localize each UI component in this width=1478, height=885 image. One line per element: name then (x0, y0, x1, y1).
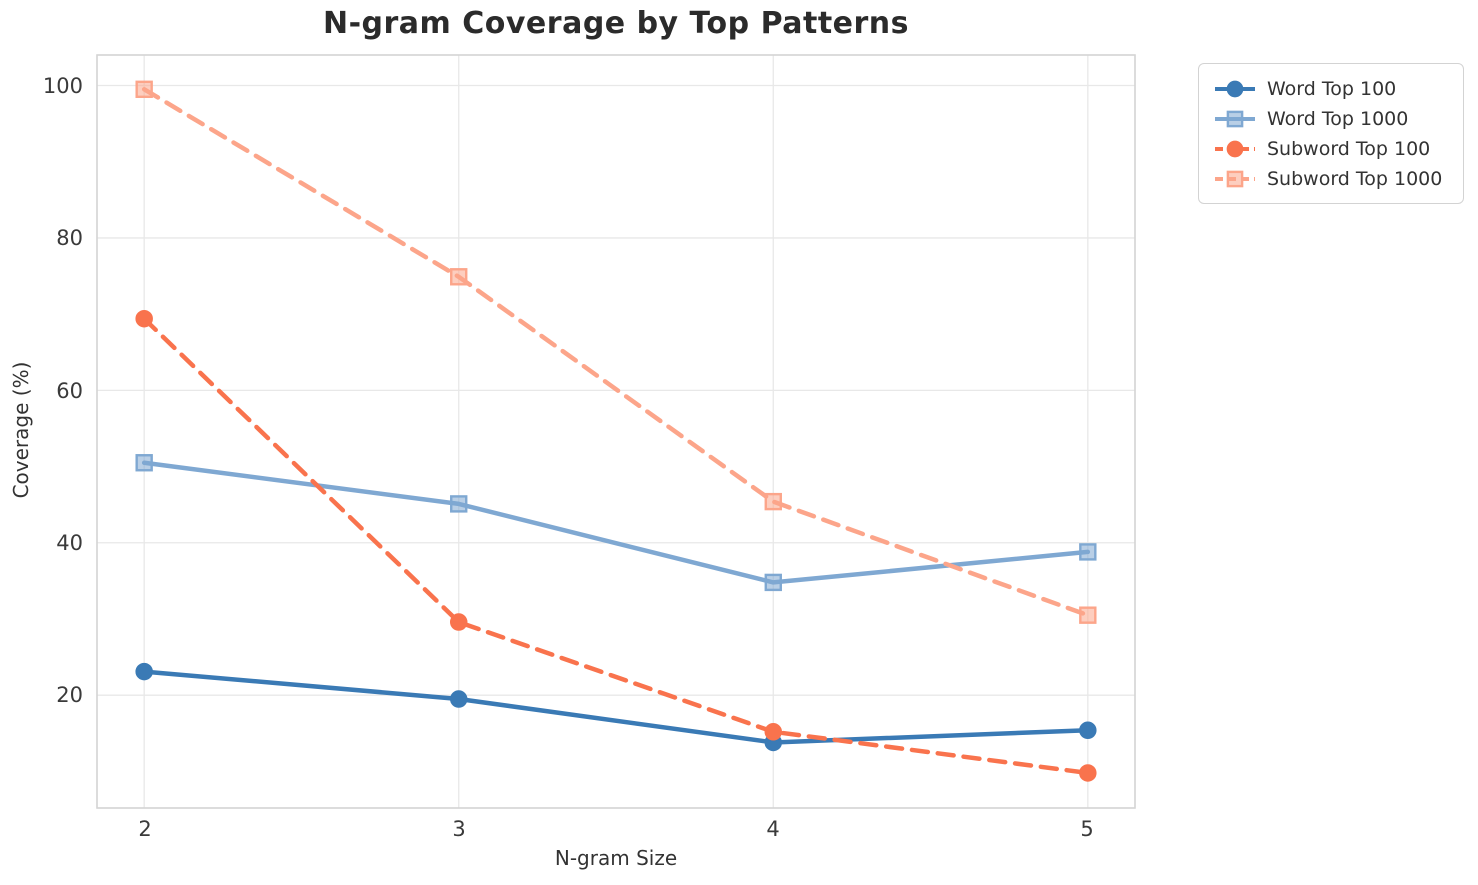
series-line-2 (141, 316, 1091, 776)
x-axis-label: N-gram Size (554, 846, 678, 870)
legend-marker-word-top-100 (1215, 80, 1255, 97)
data-point-circle (1226, 80, 1244, 97)
data-point-square (450, 268, 468, 286)
data-point-circle (1079, 764, 1097, 782)
legend-marker-subword-top-100 (1215, 140, 1255, 157)
legend-marker-word-top-1000 (1215, 110, 1255, 127)
data-point-square (1226, 170, 1244, 187)
data-point-circle (135, 662, 153, 681)
data-point-square (1079, 606, 1097, 624)
y-tick-label-60: 60 (56, 379, 83, 403)
data-point-circle (1079, 721, 1097, 740)
legend: Word Top 100 Word Top 1000 Subword Top 1… (1198, 63, 1464, 204)
data-point-square (1079, 543, 1097, 561)
data-point-circle (449, 690, 468, 708)
data-point-circle (449, 613, 468, 631)
legend-item-subword-top-1000: Subword Top 1000 (1213, 165, 1449, 192)
chart-title: N-gram Coverage by Top Patterns (322, 6, 910, 41)
x-tick-label-5: 5 (1080, 817, 1094, 841)
legend-label: Subword Top 1000 (1267, 167, 1443, 190)
series-line-3 (141, 87, 1091, 618)
legend-marker-subword-top-1000 (1215, 170, 1255, 187)
data-point-circle (1226, 140, 1244, 157)
legend-item-word-top-100: Word Top 100 (1213, 75, 1449, 102)
legend-item-subword-top-100: Subword Top 100 (1213, 135, 1449, 162)
data-point-square (135, 80, 153, 98)
series-line-0 (141, 669, 1091, 745)
x-tick-label-2: 2 (138, 817, 152, 841)
data-point-square (764, 573, 782, 592)
legend-label: Subword Top 100 (1267, 137, 1431, 160)
legend-label: Word Top 100 (1267, 77, 1397, 100)
data-point-square (764, 492, 782, 511)
legend-label: Word Top 1000 (1267, 107, 1409, 130)
y-tick-label-40: 40 (56, 531, 83, 555)
data-point-square (450, 495, 468, 513)
data-point-square (1226, 110, 1244, 127)
legend-item-word-top-1000: Word Top 1000 (1213, 105, 1449, 132)
y-tick-label-80: 80 (56, 226, 83, 250)
y-tick-label-100: 100 (42, 74, 83, 98)
data-point-square (135, 454, 153, 472)
data-point-circle (764, 723, 783, 741)
x-tick-label-3: 3 (452, 817, 466, 841)
data-point-circle (135, 309, 153, 328)
y-axis-label: Coverage (%) (9, 361, 33, 499)
series-line-1 (141, 460, 1091, 585)
y-tick-label-20: 20 (56, 683, 83, 707)
x-tick-label-4: 4 (766, 817, 780, 841)
axes-spines (96, 54, 1136, 809)
